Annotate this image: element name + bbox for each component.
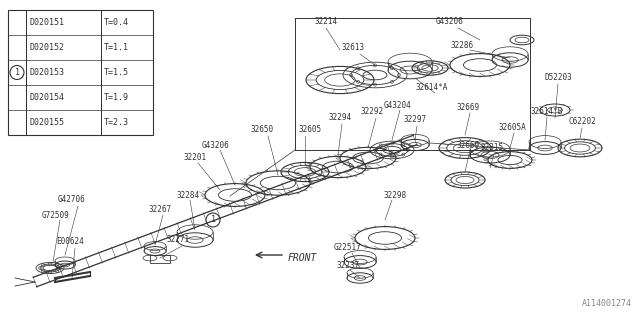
Text: 32605: 32605 [298,125,321,134]
Text: 32613: 32613 [341,44,365,52]
Text: 32271: 32271 [166,236,189,244]
Text: 32267: 32267 [148,205,172,214]
Text: T=2.3: T=2.3 [104,118,129,127]
Text: 32650: 32650 [250,125,273,134]
Text: 32298: 32298 [383,190,406,199]
Text: G43206: G43206 [201,140,229,149]
Text: FRONT: FRONT [288,253,317,263]
Text: D020151: D020151 [29,18,64,27]
Text: 32297: 32297 [403,116,427,124]
Text: D020153: D020153 [29,68,64,77]
Text: G22517: G22517 [334,244,362,252]
Text: 32214: 32214 [314,18,337,27]
Text: 32284: 32284 [177,190,200,199]
Text: E00624: E00624 [56,237,84,246]
Text: 32237: 32237 [337,260,360,269]
Text: D52203: D52203 [544,74,572,83]
Text: A114001274: A114001274 [582,299,632,308]
Text: G43206: G43206 [436,18,464,27]
Text: 32315: 32315 [481,143,504,153]
Text: 32292: 32292 [360,108,383,116]
Text: 32201: 32201 [184,154,207,163]
Text: G42706: G42706 [58,196,86,204]
Text: 1: 1 [211,215,216,225]
Text: 32605A: 32605A [498,124,526,132]
Text: T=1.5: T=1.5 [104,68,129,77]
Text: G43204: G43204 [384,100,412,109]
Text: 32669: 32669 [456,140,479,149]
Text: D020152: D020152 [29,43,64,52]
Text: 32669: 32669 [456,103,479,113]
Text: T=0.4: T=0.4 [104,18,129,27]
Text: D020154: D020154 [29,93,64,102]
Text: D020155: D020155 [29,118,64,127]
Text: 1: 1 [15,68,19,77]
Text: T=1.1: T=1.1 [104,43,129,52]
Text: 32614*A: 32614*A [416,84,448,92]
Text: 32286: 32286 [451,41,474,50]
Text: T=1.9: T=1.9 [104,93,129,102]
Text: 32614*B: 32614*B [531,108,563,116]
Text: C62202: C62202 [568,117,596,126]
Text: G72509: G72509 [41,211,69,220]
Text: 32294: 32294 [328,114,351,123]
Bar [150,255,170,263]
Bar [8,10,153,135]
